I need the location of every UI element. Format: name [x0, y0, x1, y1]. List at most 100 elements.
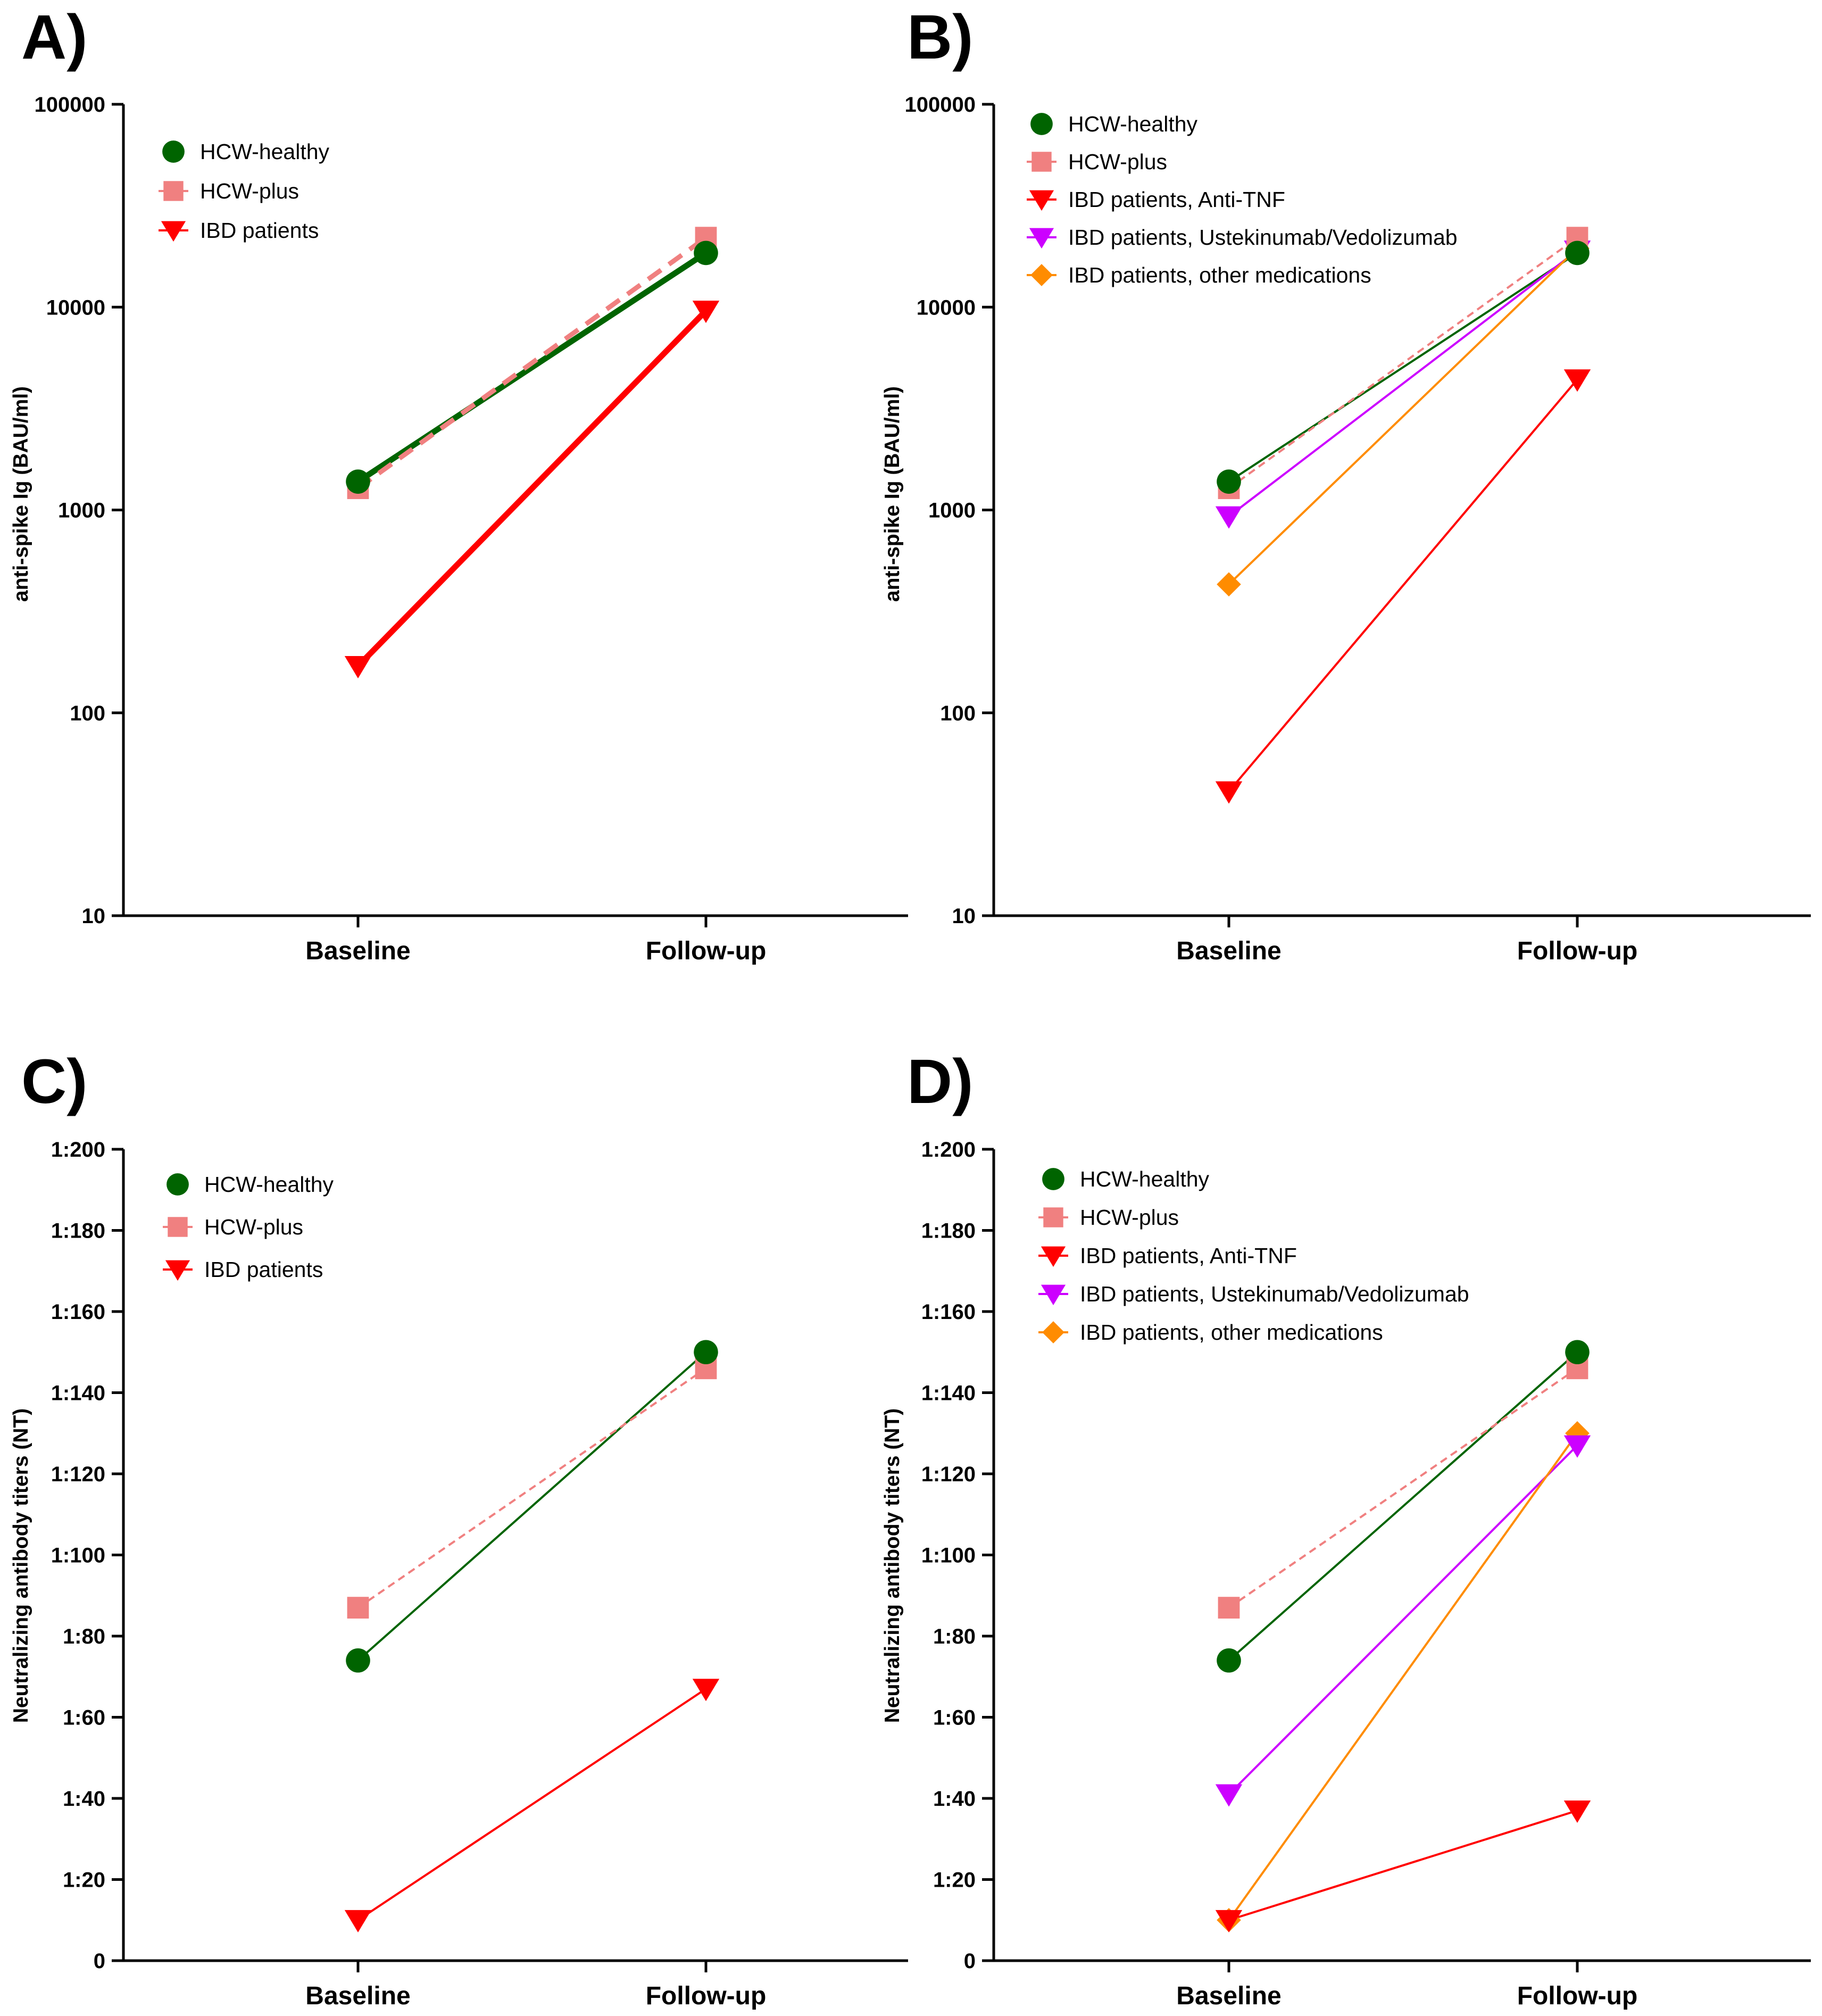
chart-a-line-hcw-plus [356, 236, 708, 491]
chart-c-y-tick-label: 1:100 [51, 1544, 105, 1567]
chart-a-legend-label: HCW-plus [200, 179, 299, 203]
chart-a-y-tick-label: 100 [70, 702, 105, 725]
chart-a-x-tick-label: Baseline [305, 937, 410, 965]
chart-c-y-tick-label: 1:120 [51, 1463, 105, 1486]
chart-d-point-hcw-plus-baseline [1218, 1597, 1240, 1619]
chart-b-x-tick-label: Baseline [1176, 937, 1281, 965]
chart-d-legend-marker-ibd-patients-other-medications [1042, 1321, 1064, 1343]
chart-d-legend-marker-hcw-plus [1043, 1207, 1063, 1227]
chart-d-y-tick-label: 1:100 [921, 1544, 976, 1567]
chart-d-line-ibd-patients-ustekinumab-vedolizumab [1228, 1445, 1578, 1795]
chart-b-line-ibd-patients-other-medications [1228, 247, 1578, 585]
chart-d-legend-label: IBD patients, Anti-TNF [1080, 1243, 1297, 1268]
chart-d-y-tick-label: 1:180 [921, 1219, 976, 1243]
chart-c-point-hcw-healthy-follow-up [694, 1340, 718, 1365]
chart-d-legend-marker-hcw-healthy [1042, 1168, 1064, 1190]
panel-a: A) 10 100 1000 10000 100000 Baseline Follow-up a… [10, 2, 908, 965]
chart-b-y-tick-label: 100 [940, 702, 976, 725]
chart-c-legend-marker-ibd-patients [165, 1260, 190, 1281]
chart-b-legend-marker-ibd-patients-other-medications [1030, 264, 1053, 286]
chart-c-panel-label: C) [21, 1047, 88, 1117]
chart-b-legend-marker-hcw-plus [1031, 152, 1052, 172]
chart-d-legend-label: IBD patients, Ustekinumab/Vedolizumab [1080, 1282, 1469, 1306]
chart-b-line-ibd-patients-anti-tnf [1228, 378, 1578, 792]
chart-b-legend-label: IBD patients, Ustekinumab/Vedolizumab [1068, 225, 1458, 250]
chart-a-legend-marker-ibd-patients [161, 221, 186, 242]
chart-c-x-tick-label: Baseline [305, 1982, 410, 2010]
chart-c-line-ibd-patients [357, 1688, 707, 1921]
chart-a-y-axis-title: anti-spike Ig (BAU/ml) [10, 386, 32, 602]
chart-d-point-hcw-healthy-baseline [1217, 1648, 1241, 1673]
chart-b-x-tick-label: Follow-up [1517, 937, 1638, 965]
chart-a-legend-marker-hcw-healthy [162, 140, 185, 163]
chart-a-legend-marker-hcw-plus [163, 181, 184, 201]
chart-b-panel-label: B) [907, 2, 974, 72]
chart-c-y-tick-label: 1:160 [51, 1300, 105, 1324]
chart-d-x-tick-label: Baseline [1176, 1982, 1281, 2010]
chart-a-point-ibd-patients-baseline [344, 656, 372, 678]
chart-d-legend-label: HCW-healthy [1080, 1167, 1210, 1191]
chart-d-y-tick-label: 1:20 [933, 1869, 976, 1892]
chart-d-point-ibd-patients-ustekinumab-vedolizumab-baseline [1215, 1784, 1243, 1807]
chart-d-y-tick-label: 0 [964, 1949, 976, 1973]
chart-b-y-tick-label: 1000 [928, 499, 976, 522]
chart-a-y-tick-label: 10000 [46, 296, 105, 319]
panel-b: B) 10 100 1000 10000 100000 Baseline Follow-up a… [881, 2, 1811, 965]
chart-c-point-ibd-patients-follow-up [692, 1679, 720, 1702]
chart-c-y-tick-label: 1:20 [63, 1869, 105, 1892]
chart-c-point-hcw-healthy-baseline [346, 1648, 370, 1673]
chart-d-y-tick-label: 1:60 [933, 1706, 976, 1730]
chart-b-y-tick-label: 10 [952, 905, 976, 928]
chart-d-y-tick-label: 1:140 [921, 1382, 976, 1405]
chart-b-legend-marker-hcw-healthy [1030, 113, 1053, 135]
chart-b-point-hcw-healthy-baseline [1217, 469, 1241, 494]
chart-d-y-axis-title: Neutralizing antibody titers (NT) [881, 1408, 904, 1723]
chart-b-legend-marker-ibd-patients-anti-tnf [1029, 190, 1054, 211]
panel-d: D) 0 1:20 1:40 1:60 1:80 1:100 1:120 1:140 1:160 1… [881, 1047, 1811, 2010]
chart-a-line-ibd-patients [356, 309, 708, 668]
chart-d-panel-label: D) [907, 1047, 974, 1117]
chart-d-point-ibd-patients-anti-tnf-baseline [1215, 1910, 1243, 1932]
chart-a-point-ibd-patients-follow-up [692, 301, 720, 323]
chart-b-legend-label: HCW-healthy [1068, 112, 1198, 136]
chart-c-legend-label: IBD patients [204, 1257, 323, 1282]
chart-c-legend: HCW-healthy HCW-plus IBD patients [163, 1172, 334, 1282]
chart-c-point-hcw-plus-baseline [347, 1597, 369, 1619]
chart-c-legend-label: HCW-plus [204, 1215, 303, 1239]
chart-b-point-ibd-patients-other-medications-baseline [1217, 572, 1241, 597]
chart-b-point-ibd-patients-ustekinumab-vedolizumab-baseline [1215, 506, 1243, 529]
chart-c-y-tick-label: 1:180 [51, 1219, 105, 1243]
chart-b-y-axis-title: anti-spike Ig (BAU/ml) [881, 386, 904, 602]
chart-c-x-tick-label: Follow-up [646, 1982, 767, 2010]
chart-b-y-tick-label: 100000 [905, 93, 976, 117]
chart-d-series-group [1215, 1340, 1591, 1932]
chart-c-y-axis-title: Neutralizing antibody titers (NT) [10, 1408, 32, 1723]
chart-b-point-ibd-patients-anti-tnf-baseline [1215, 781, 1243, 804]
chart-b-legend-label: IBD patients, Anti-TNF [1068, 187, 1285, 212]
chart-d-y-tick-label: 1:80 [933, 1625, 976, 1648]
chart-b-point-hcw-healthy-follow-up [1565, 240, 1590, 266]
chart-d-legend: HCW-healthy HCW-plus IBD patients, Anti-TN… [1038, 1167, 1469, 1345]
chart-d-legend-marker-ibd-patients-anti-tnf [1041, 1246, 1066, 1267]
chart-a-legend-label: IBD patients [200, 218, 319, 243]
chart-c-point-ibd-patients-baseline [344, 1910, 372, 1932]
chart-a-point-hcw-healthy-follow-up [694, 240, 718, 266]
chart-d-legend-label: IBD patients, other medications [1080, 1320, 1383, 1345]
chart-c-y-tick-label: 0 [94, 1949, 105, 1973]
chart-b-line-hcw-plus [1228, 237, 1578, 490]
chart-d-point-ibd-patients-ustekinumab-vedolizumab-follow-up [1563, 1435, 1591, 1458]
chart-b-legend: HCW-healthy HCW-plus IBD patients, Anti-TN… [1027, 112, 1458, 287]
chart-a-y-tick-label: 1000 [58, 499, 105, 522]
chart-c-y-tick-label: 1:40 [63, 1787, 105, 1811]
chart-c-y-tick-label: 1:140 [51, 1382, 105, 1405]
chart-c-y-tick-label: 1:200 [51, 1138, 105, 1162]
chart-c-line-hcw-healthy [357, 1351, 707, 1662]
chart-c-legend-marker-hcw-healthy [167, 1173, 189, 1196]
chart-a-point-hcw-healthy-baseline [346, 469, 370, 494]
chart-c-y-tick-label: 1:60 [63, 1706, 105, 1730]
chart-a-x-tick-label: Follow-up [646, 937, 767, 965]
chart-d-line-hcw-healthy [1228, 1351, 1578, 1662]
chart-b-line-hcw-healthy [1228, 252, 1578, 483]
chart-d-point-ibd-patients-anti-tnf-follow-up [1563, 1800, 1591, 1823]
